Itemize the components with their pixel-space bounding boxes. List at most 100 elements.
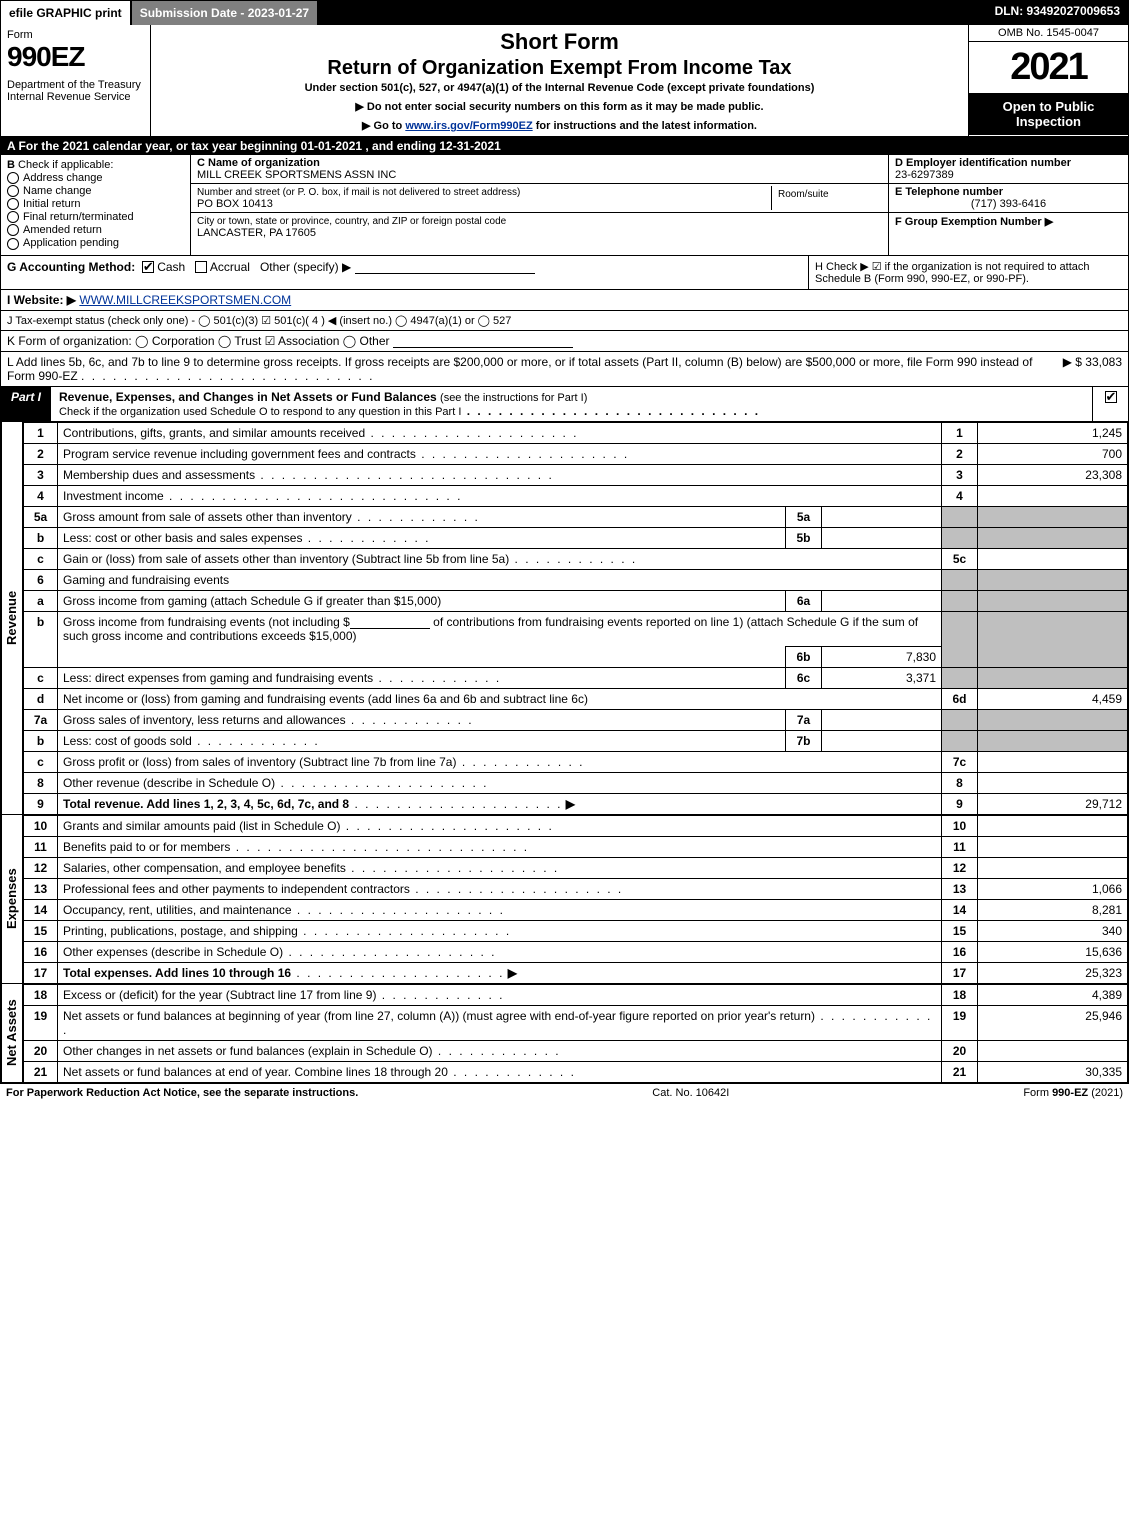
line-20: 20 Other changes in net assets or fund b…: [24, 1040, 1128, 1061]
line-4: 4 Investment income 4: [24, 485, 1128, 506]
line-14-amount: 8,281: [978, 899, 1128, 920]
expenses-section: Expenses 10 Grants and similar amounts p…: [1, 815, 1128, 984]
chk-address-change[interactable]: Address change: [7, 172, 184, 184]
header-left: Form 990EZ Department of the Treasury In…: [1, 25, 151, 136]
telephone: (717) 393-6416: [895, 198, 1122, 210]
short-form-title: Short Form: [159, 29, 960, 55]
form-word: Form: [7, 29, 144, 41]
chk-accrual[interactable]: [195, 261, 207, 273]
line-17: 17 Total expenses. Add lines 10 through …: [24, 962, 1128, 983]
form-container: efile GRAPHIC print Submission Date - 20…: [0, 0, 1129, 1084]
line-9-amount: 29,712: [978, 793, 1128, 814]
chk-cash[interactable]: [142, 261, 154, 273]
efile-print-label: efile GRAPHIC print: [1, 1, 132, 25]
part-1-tab: Part I: [1, 387, 51, 421]
tax-year: 2021: [969, 42, 1128, 93]
submission-date-label: Submission Date - 2023-01-27: [132, 1, 319, 25]
line-9: 9 Total revenue. Add lines 1, 2, 3, 4, 5…: [24, 793, 1128, 814]
line-15: 15 Printing, publications, postage, and …: [24, 920, 1128, 941]
catalog-number: Cat. No. 10642I: [652, 1087, 729, 1099]
line-7a: 7a Gross sales of inventory, less return…: [24, 709, 1128, 730]
row-g-h: G Accounting Method: Cash Accrual Other …: [1, 256, 1128, 290]
chk-name-change[interactable]: Name change: [7, 185, 184, 197]
line-6b-amt: 6b 7,830: [24, 646, 1128, 667]
line-11: 11 Benefits paid to or for members 11: [24, 836, 1128, 857]
line-14: 14 Occupancy, rent, utilities, and maint…: [24, 899, 1128, 920]
schedule-o-check[interactable]: [1105, 391, 1117, 403]
line-2-amount: 700: [978, 443, 1128, 464]
line-6: 6 Gaming and fundraising events: [24, 569, 1128, 590]
line-19: 19 Net assets or fund balances at beginn…: [24, 1005, 1128, 1040]
line-6b: b Gross income from fundraising events (…: [24, 611, 1128, 646]
line-18: 18 Excess or (deficit) for the year (Sub…: [24, 984, 1128, 1005]
line-10: 10 Grants and similar amounts paid (list…: [24, 815, 1128, 836]
line-5a: 5a Gross amount from sale of assets othe…: [24, 506, 1128, 527]
line-3-amount: 23,308: [978, 464, 1128, 485]
line-2: 2 Program service revenue including gove…: [24, 443, 1128, 464]
page-footer: For Paperwork Reduction Act Notice, see …: [0, 1084, 1129, 1102]
header-right: OMB No. 1545-0047 2021 Open to Public In…: [968, 25, 1128, 136]
open-to-public: Open to Public Inspection: [969, 93, 1128, 135]
org-name: MILL CREEK SPORTSMENS ASSN INC: [197, 169, 396, 181]
line-13-amount: 1,066: [978, 878, 1128, 899]
line-1: 1 Contributions, gifts, grants, and simi…: [24, 422, 1128, 443]
revenue-section: Revenue 1 Contributions, gifts, grants, …: [1, 422, 1128, 815]
website-link[interactable]: WWW.MILLCREEKSPORTSMEN.COM: [79, 293, 291, 307]
line-5b: b Less: cost or other basis and sales ex…: [24, 527, 1128, 548]
ein: 23-6297389: [895, 169, 954, 181]
omb-number: OMB No. 1545-0047: [969, 25, 1128, 42]
row-i: I Website: ▶ WWW.MILLCREEKSPORTSMEN.COM: [1, 290, 1128, 311]
instruction-1: ▶ Do not enter social security numbers o…: [159, 100, 960, 113]
form-subtitle: Under section 501(c), 527, or 4947(a)(1)…: [159, 82, 960, 94]
dln-label: DLN: 93492027009653: [987, 1, 1128, 25]
form-title: Return of Organization Exempt From Incom…: [159, 57, 960, 80]
info-grid: B Check if applicable: Address change Na…: [1, 155, 1128, 256]
line-13: 13 Professional fees and other payments …: [24, 878, 1128, 899]
row-j: J Tax-exempt status (check only one) - ◯…: [1, 311, 1128, 331]
line-7b: b Less: cost of goods sold 7b: [24, 730, 1128, 751]
line-6c: c Less: direct expenses from gaming and …: [24, 667, 1128, 688]
expenses-label: Expenses: [1, 815, 21, 983]
form-number: 990EZ: [7, 41, 144, 73]
box-d-e-f: D Employer identification number 23-6297…: [888, 155, 1128, 255]
line-6c-amount: 3,371: [822, 667, 942, 688]
line-8: 8 Other revenue (describe in Schedule O)…: [24, 772, 1128, 793]
org-city: LANCASTER, PA 17605: [197, 227, 316, 239]
line-4-amount: [978, 485, 1128, 506]
line-6d: d Net income or (loss) from gaming and f…: [24, 688, 1128, 709]
chk-initial-return[interactable]: Initial return: [7, 198, 184, 210]
row-h: H Check ▶ ☑ if the organization is not r…: [808, 256, 1128, 289]
chk-final-return[interactable]: Final return/terminated: [7, 211, 184, 223]
line-17-amount: 25,323: [978, 962, 1128, 983]
net-assets-label: Net Assets: [1, 984, 21, 1082]
row-k: K Form of organization: ◯ Corporation ◯ …: [1, 331, 1128, 352]
department-label: Department of the Treasury Internal Reve…: [7, 79, 144, 103]
gross-receipts-amount: ▶ $ 33,083: [1055, 355, 1122, 383]
instruction-2: ▶ Go to www.irs.gov/Form990EZ for instru…: [159, 119, 960, 132]
line-1-amount: 1,245: [978, 422, 1128, 443]
chk-amended-return[interactable]: Amended return: [7, 224, 184, 236]
row-l: L Add lines 5b, 6c, and 7b to line 9 to …: [1, 352, 1128, 387]
form-reference: Form 990-EZ (2021): [1023, 1087, 1123, 1099]
line-7c: c Gross profit or (loss) from sales of i…: [24, 751, 1128, 772]
line-15-amount: 340: [978, 920, 1128, 941]
line-16: 16 Other expenses (describe in Schedule …: [24, 941, 1128, 962]
header-middle: Short Form Return of Organization Exempt…: [151, 25, 968, 136]
part-1-header: Part I Revenue, Expenses, and Changes in…: [1, 387, 1128, 422]
line-6a: a Gross income from gaming (attach Sched…: [24, 590, 1128, 611]
line-6b-amount: 7,830: [822, 646, 942, 667]
line-6d-amount: 4,459: [978, 688, 1128, 709]
form-header: Form 990EZ Department of the Treasury In…: [1, 25, 1128, 137]
line-21-amount: 30,335: [978, 1061, 1128, 1082]
line-19-amount: 25,946: [978, 1005, 1128, 1040]
irs-link[interactable]: www.irs.gov/Form990EZ: [405, 120, 532, 132]
line-5c: c Gain or (loss) from sale of assets oth…: [24, 548, 1128, 569]
chk-application-pending[interactable]: Application pending: [7, 237, 184, 249]
group-exemption: F Group Exemption Number ▶: [895, 216, 1053, 228]
line-18-amount: 4,389: [978, 984, 1128, 1005]
org-address: PO BOX 10413: [197, 198, 273, 210]
box-c: C Name of organization MILL CREEK SPORTS…: [191, 155, 888, 255]
line-21: 21 Net assets or fund balances at end of…: [24, 1061, 1128, 1082]
line-3: 3 Membership dues and assessments 3 23,3…: [24, 464, 1128, 485]
top-bar: efile GRAPHIC print Submission Date - 20…: [1, 1, 1128, 25]
